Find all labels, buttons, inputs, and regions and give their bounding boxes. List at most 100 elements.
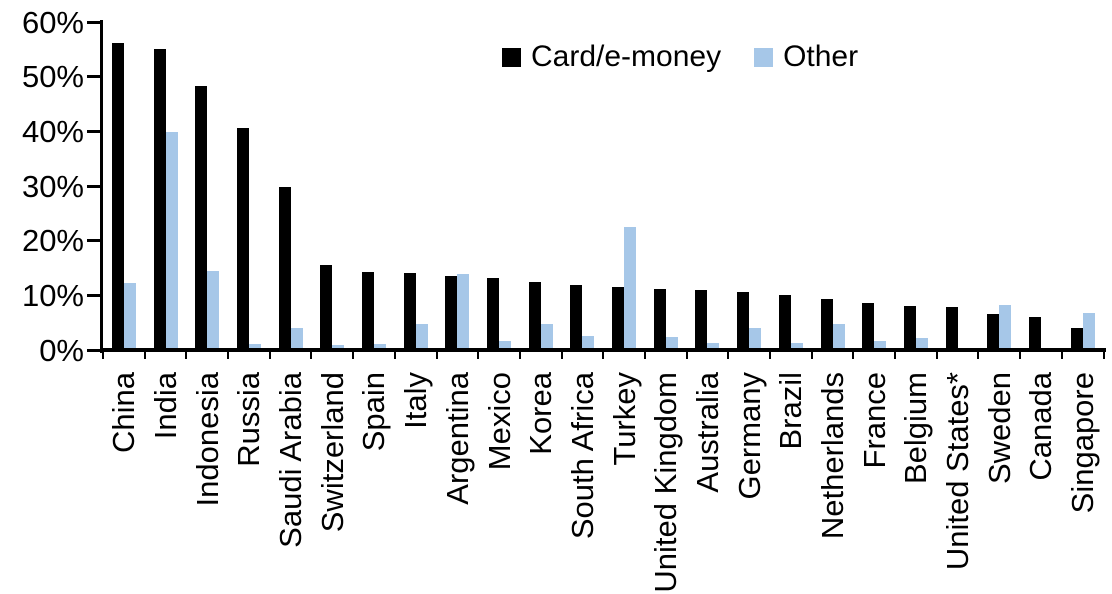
bar-card-e-money-russia <box>236 128 249 350</box>
bar-other-india <box>165 132 178 350</box>
x-tick-mark-14 <box>685 352 688 359</box>
legend: Card/e-money Other <box>502 41 858 73</box>
bar-card-e-money-australia <box>695 290 708 350</box>
bar-other-belgium <box>915 337 928 350</box>
x-tick-mark-20 <box>935 352 938 359</box>
x-tick-mark-7 <box>393 352 396 359</box>
y-tick-label-40: 40% <box>21 113 84 149</box>
x-tick-mark-3 <box>227 352 230 359</box>
x-tick-label-germany: Germany <box>731 372 767 500</box>
bar-card-e-money-saudi-arabia <box>278 186 291 350</box>
x-tick-label-singapore: Singapore <box>1065 372 1101 514</box>
x-tick-mark-18 <box>852 352 855 359</box>
y-tick-mark-10 <box>87 293 100 297</box>
x-tick-mark-13 <box>643 352 646 359</box>
bar-other-brazil <box>790 343 803 350</box>
x-tick-label-argentina: Argentina <box>439 372 475 505</box>
bar-card-e-money-argentina <box>445 276 458 350</box>
legend-label-other: Other <box>783 40 859 73</box>
x-tick-mark-10 <box>518 352 521 359</box>
x-tick-label-china: China <box>106 372 142 453</box>
bar-other-south-africa <box>582 335 595 350</box>
legend-label-card-e-money: Card/e-money <box>531 40 722 73</box>
bar-card-e-money-sweden <box>987 313 1000 350</box>
x-tick-label-canada: Canada <box>1023 372 1059 481</box>
bar-other-united-kingdom <box>665 336 678 350</box>
x-tick-mark-8 <box>435 352 438 359</box>
x-tick-label-indonesia: Indonesia <box>189 372 225 507</box>
y-tick-mark-60 <box>87 20 100 24</box>
y-axis-line <box>100 20 103 353</box>
y-tick-label-30: 30% <box>21 168 84 204</box>
bar-other-russia <box>248 343 261 350</box>
x-tick-mark-12 <box>602 352 605 359</box>
x-tick-mark-4 <box>268 352 271 359</box>
x-tick-label-sweden: Sweden <box>981 372 1017 485</box>
x-tick-label-belgium: Belgium <box>898 372 934 484</box>
x-tick-label-india: India <box>148 372 184 440</box>
x-tick-mark-5 <box>310 352 313 359</box>
bar-card-e-money-netherlands <box>820 299 833 350</box>
x-tick-label-saudi-arabia: Saudi Arabia <box>273 372 309 548</box>
x-tick-mark-23 <box>1060 352 1063 359</box>
bar-card-e-money-italy <box>403 273 416 350</box>
bar-card-e-money-mexico <box>487 278 500 350</box>
x-tick-label-switzerland: Switzerland <box>314 372 350 533</box>
bar-card-e-money-united-kingdom <box>653 289 666 350</box>
legend-item-card-e-money[interactable]: Card/e-money <box>502 41 721 73</box>
x-tick-mark-22 <box>1019 352 1022 359</box>
bar-other-sweden <box>999 305 1012 350</box>
y-tick-mark-30 <box>87 184 100 188</box>
bar-other-france <box>874 341 887 350</box>
legend-item-other[interactable]: Other <box>754 41 858 73</box>
bar-other-singapore <box>1082 312 1095 350</box>
y-tick-mark-50 <box>87 75 100 79</box>
bar-other-korea <box>540 324 553 350</box>
x-tick-label-netherlands: Netherlands <box>815 372 851 540</box>
x-tick-mark-15 <box>727 352 730 359</box>
bar-other-netherlands <box>832 323 845 350</box>
bar-card-e-money-china <box>111 42 124 350</box>
bar-other-china <box>123 282 136 350</box>
x-tick-mark-9 <box>477 352 480 359</box>
x-tick-label-spain: Spain <box>356 372 392 452</box>
bar-other-turkey <box>624 227 637 350</box>
x-tick-mark-21 <box>977 352 980 359</box>
legend-swatch-other-icon <box>754 47 774 67</box>
x-tick-mark-6 <box>352 352 355 359</box>
x-tick-mark-0 <box>102 352 104 359</box>
y-tick-mark-0 <box>87 348 100 352</box>
bar-card-e-money-united-states <box>945 306 958 350</box>
x-tick-mark-11 <box>560 352 563 359</box>
bar-card-e-money-korea <box>528 282 541 350</box>
bar-card-e-money-canada <box>1028 317 1041 350</box>
x-tick-label-korea: Korea <box>523 372 559 455</box>
bar-card-e-money-indonesia <box>195 85 208 350</box>
y-tick-mark-40 <box>87 129 100 133</box>
x-tick-label-south-africa: South Africa <box>564 372 600 540</box>
y-tick-label-60: 60% <box>21 4 84 40</box>
x-tick-label-france: France <box>856 372 892 469</box>
bar-card-e-money-turkey <box>612 286 625 350</box>
y-tick-label-10: 10% <box>21 277 84 313</box>
x-tick-label-mexico: Mexico <box>481 372 517 471</box>
bar-other-switzerland <box>332 345 345 350</box>
bar-card-e-money-france <box>862 302 875 350</box>
x-tick-label-russia: Russia <box>231 372 267 467</box>
x-tick-mark-19 <box>894 352 897 359</box>
x-tick-mark-16 <box>769 352 771 359</box>
x-tick-label-australia: Australia <box>689 372 725 493</box>
bar-card-e-money-germany <box>737 291 750 350</box>
bar-card-e-money-belgium <box>903 305 916 350</box>
bar-card-e-money-singapore <box>1070 328 1083 350</box>
x-tick-mark-17 <box>810 352 813 359</box>
y-tick-label-20: 20% <box>21 223 84 259</box>
bar-card-e-money-brazil <box>778 295 791 350</box>
x-tick-label-turkey: Turkey <box>606 372 642 466</box>
x-tick-label-united-kingdom: United Kingdom <box>648 372 684 593</box>
bar-other-mexico <box>499 341 512 350</box>
bar-card-e-money-south-africa <box>570 285 583 350</box>
x-tick-label-united-states: United States* <box>940 372 976 571</box>
x-tick-label-brazil: Brazil <box>773 372 809 450</box>
